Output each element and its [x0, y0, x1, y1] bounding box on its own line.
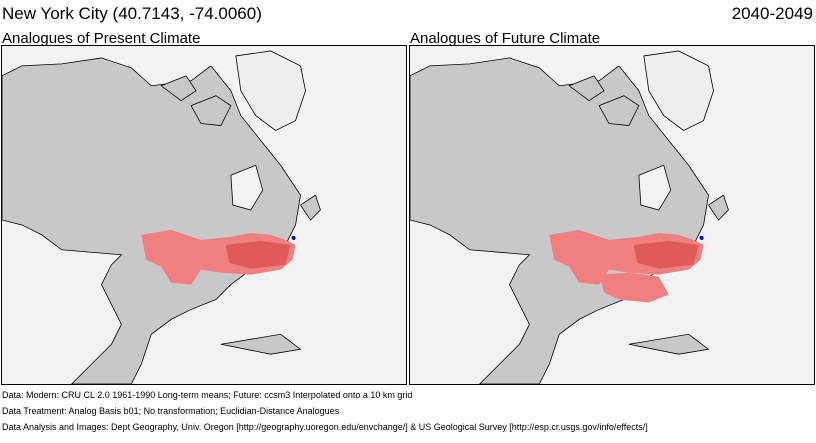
location-title: New York City (40.7143, -74.0060) [2, 4, 262, 23]
time-period: 2040-2049 [731, 4, 813, 23]
panel-title-present: Analogues of Present Climate [2, 30, 201, 47]
hudson-bay [638, 164, 672, 211]
footer-data-source: Data: Modern: CRU CL 2.0 1961-1990 Long-… [2, 390, 413, 400]
future-climate-map [409, 45, 815, 385]
hudson-bay [230, 164, 264, 211]
target-location-marker [699, 235, 704, 240]
present-climate-map [1, 45, 407, 385]
land-mass [2, 57, 321, 384]
greenland [643, 50, 714, 131]
analog-region [141, 229, 296, 285]
footer-analysis-credit: Data Analysis and Images: Dept Geography… [2, 422, 648, 432]
greenland [235, 50, 306, 131]
footer-data-treatment: Data Treatment: Analog Basis b01; No tra… [2, 406, 340, 416]
panel-title-future: Analogues of Future Climate [410, 30, 601, 47]
target-location-marker [291, 235, 296, 240]
analog-region [549, 229, 704, 303]
